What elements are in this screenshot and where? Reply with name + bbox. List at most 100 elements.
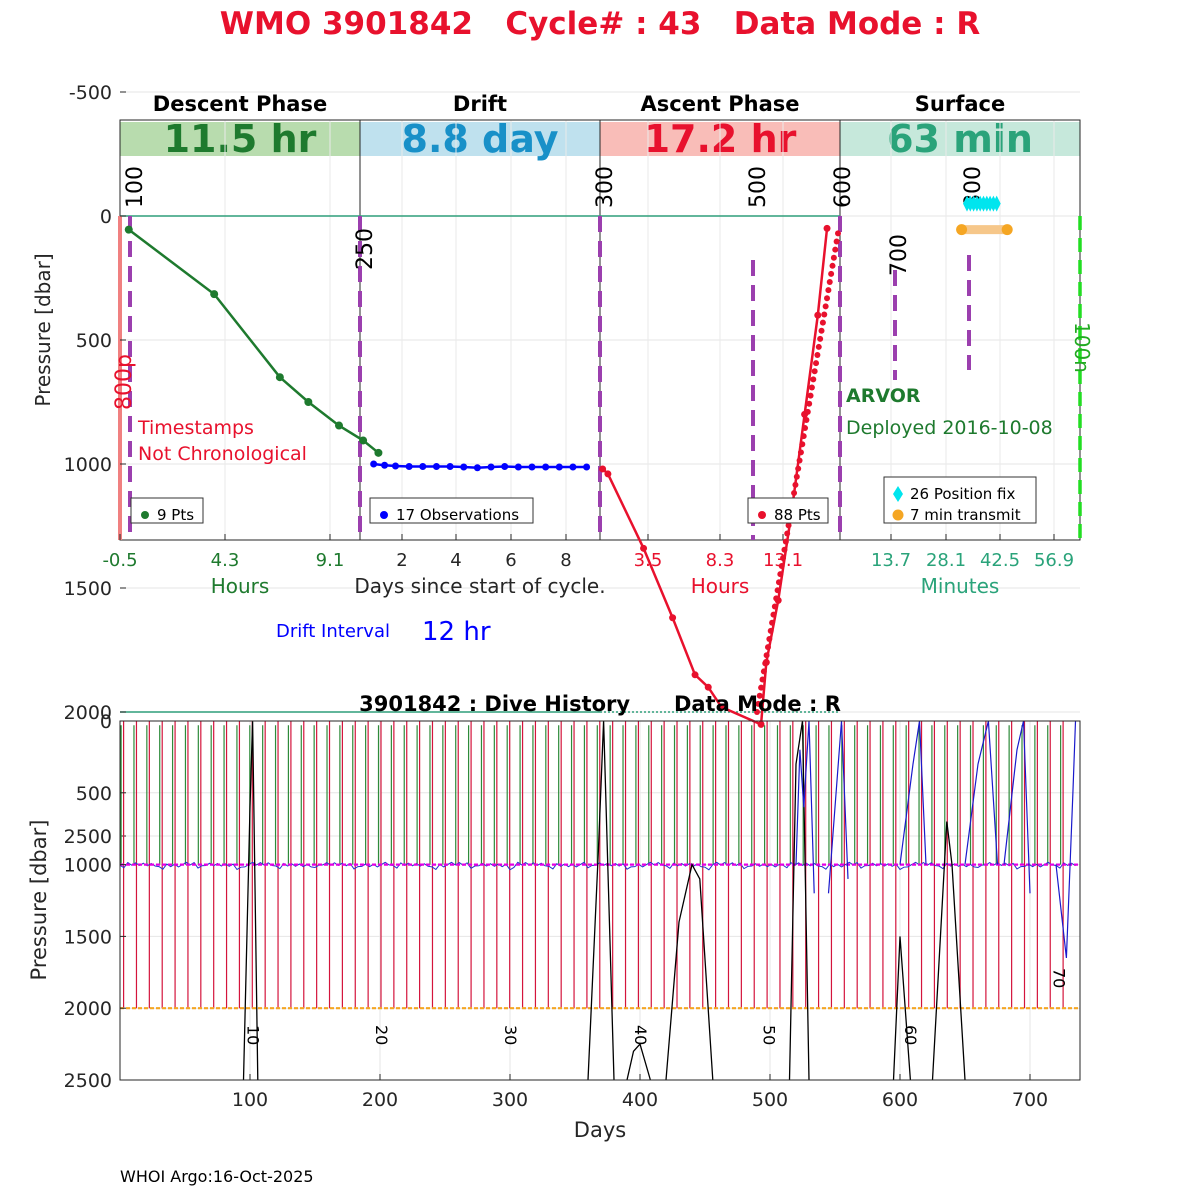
footer-credit: WHOI Argo:16-Oct-2025 <box>120 1167 314 1186</box>
phase-title: Surface <box>915 92 1005 116</box>
drift-interval-label: Drift Interval <box>276 621 390 642</box>
x-tick-label: 4 <box>450 550 461 571</box>
drift-point <box>542 463 550 471</box>
ascent-point <box>764 644 771 651</box>
timestamps-line-2: Not Chronological <box>138 443 307 465</box>
ascent-point <box>817 335 824 342</box>
ascent-point <box>758 684 765 691</box>
cycle-label: 60 <box>901 1025 920 1045</box>
drift-point <box>381 461 389 469</box>
legend-marker <box>892 509 904 521</box>
timestamps-line-1: Timestamps <box>137 417 254 439</box>
transmit-point <box>1001 224 1013 236</box>
ascent-point <box>813 360 820 367</box>
ascent-point <box>767 627 774 634</box>
ascent-point <box>791 489 798 496</box>
drift-point <box>528 463 536 471</box>
ascent-point <box>762 660 769 667</box>
ascent-point <box>691 671 699 679</box>
drift-point <box>419 462 427 470</box>
float-type: ARVOR <box>846 385 921 407</box>
descent-point <box>359 436 368 445</box>
ascent-point <box>781 546 788 553</box>
ascent-point <box>829 262 836 269</box>
drift-point <box>583 463 591 471</box>
ascent-point <box>796 457 803 464</box>
ascent-point <box>757 720 765 728</box>
x-tick-label: 3.5 <box>634 550 663 571</box>
ascent-point <box>814 311 822 319</box>
legend-label: 17 Observations <box>396 506 519 524</box>
ascent-point <box>599 465 607 473</box>
drift-point <box>514 463 522 471</box>
ascent-point <box>760 668 767 675</box>
ascent-line <box>601 228 829 727</box>
legend-box <box>130 497 204 524</box>
anomaly-trace <box>1003 720 1031 894</box>
x-axis-title: Hours <box>211 574 270 598</box>
ascent-point <box>717 703 725 711</box>
phase-panel <box>359 119 601 541</box>
surface-trace <box>242 720 259 1081</box>
ascent-point <box>778 562 785 569</box>
marker-label: 100 <box>123 166 148 208</box>
y-tick-label: 1000 <box>64 855 112 877</box>
legend-marker <box>141 511 149 519</box>
y-tick-label: 1500 <box>64 926 112 948</box>
ascent-point <box>771 603 778 610</box>
y-tick-label: -500 <box>69 82 112 104</box>
y-tick-label: 500 <box>76 330 112 352</box>
x-tick-label: 13.1 <box>763 550 803 571</box>
ascent-point <box>774 587 781 594</box>
x-tick-label: 6 <box>505 550 516 571</box>
y-tick-label: 2000 <box>64 702 112 724</box>
bottom-title: 3901842 : Dive History Data Mode : R <box>359 692 841 716</box>
y-tick-label: 1500 <box>64 578 112 600</box>
drift-point <box>501 462 509 470</box>
y-tick-label: 2000 <box>64 998 112 1020</box>
ascent-point <box>785 522 792 529</box>
ascent-point <box>803 416 810 423</box>
drift-point <box>370 460 378 468</box>
ascent-point <box>797 449 804 456</box>
x-tick-label: 13.7 <box>871 550 911 571</box>
x-tick-label: 200 <box>362 1089 398 1111</box>
ascent-point <box>763 652 770 659</box>
ascent-point <box>780 554 787 561</box>
annotation-timestamps: Timestamps Not Chronological <box>137 417 307 465</box>
drift-point <box>432 462 440 470</box>
x-tick-label: 28.1 <box>926 550 966 571</box>
descent-point <box>304 398 313 406</box>
ascent-point <box>784 530 791 537</box>
legend-label: 9 Pts <box>157 506 194 524</box>
phase-band <box>120 122 360 156</box>
dive-history-plot: 10 20 30 40 50 60 70 0 500 1000 1500 2000 2500 100 20… <box>64 711 1081 1111</box>
phase-title: Drift <box>453 92 507 116</box>
drift-interval-value: 12 hr <box>422 617 491 647</box>
phase-title: Ascent Phase <box>641 92 800 116</box>
ascent-point <box>755 700 762 707</box>
marker-bar <box>118 216 122 540</box>
drift-point <box>487 463 495 471</box>
ascent-point <box>793 473 800 480</box>
ascent-point <box>799 441 806 448</box>
cycle-label: 40 <box>631 1025 650 1045</box>
ascent-point <box>815 343 822 350</box>
cycle-label: 50 <box>760 1025 779 1045</box>
ascent-point <box>835 230 841 237</box>
x-axis-title: Days since start of cycle. <box>354 574 605 598</box>
plot-frame <box>119 720 1081 1081</box>
x-axis-title: Hours <box>691 574 750 598</box>
ascent-point <box>704 683 712 691</box>
legend-label: 26 Position fix <box>910 485 1015 503</box>
phase-duration: 63 min <box>887 117 1033 161</box>
phase-title: Descent Phase <box>153 92 327 116</box>
legend-box <box>369 497 534 524</box>
x-tick-label: -0.5 <box>102 550 137 571</box>
x-tick-label: 4.3 <box>211 550 240 571</box>
anomaly-trace <box>795 720 815 894</box>
x-tick-label: 100 <box>232 1089 268 1111</box>
